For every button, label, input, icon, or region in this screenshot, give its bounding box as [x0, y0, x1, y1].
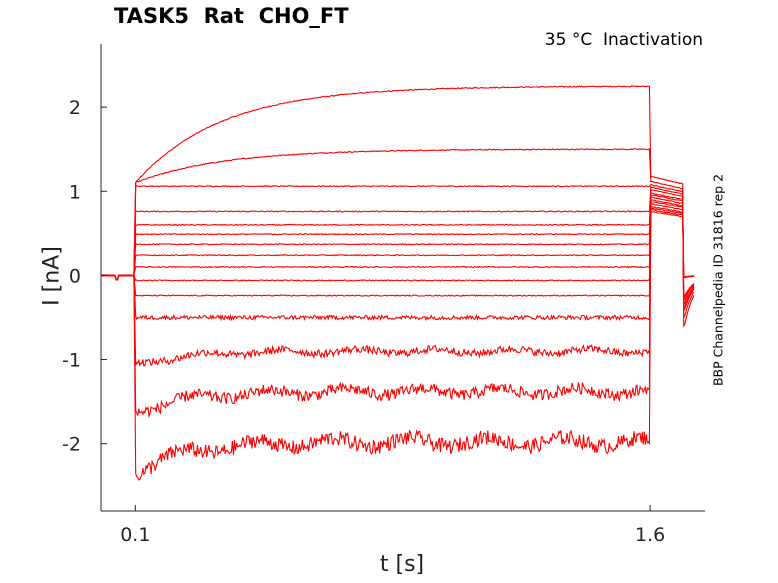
traces-group — [100, 85, 695, 481]
trace-6 — [100, 192, 695, 302]
side-label: BBP Channelpedia ID 31816 rep 2 — [710, 173, 726, 387]
x-tick-label: 1.6 — [635, 524, 665, 546]
trace-12 — [100, 205, 695, 322]
trace-13 — [100, 207, 695, 367]
trace-14 — [101, 208, 695, 419]
trace-8 — [100, 196, 695, 298]
x-tick-label: 0.1 — [120, 524, 150, 546]
axes-group: -2 -1 0 1 2 0.1 1.6 — [62, 44, 705, 546]
y-tick-label: -1 — [62, 350, 81, 372]
trace-1 — [100, 85, 695, 328]
chart-title: TASK5 Rat CHO_FT — [114, 4, 349, 28]
y-axis-label: I [nA] — [39, 246, 65, 306]
y-tick-label: -2 — [62, 434, 81, 456]
trace-4 — [100, 186, 695, 309]
trace-2 — [101, 148, 695, 320]
y-tick-label: 1 — [69, 181, 81, 203]
trace-3 — [100, 184, 695, 313]
trace-7 — [101, 194, 695, 300]
trace-15 — [100, 210, 695, 481]
y-tick-label: 2 — [69, 97, 81, 119]
trace-9 — [100, 199, 695, 281]
x-axis-label: t [s] — [379, 552, 425, 577]
trace-10 — [100, 199, 695, 282]
trace-11 — [100, 202, 695, 297]
y-tick-label: 0 — [69, 265, 81, 287]
chart-subtitle: 35 °C Inactivation — [544, 30, 703, 50]
trace-5 — [100, 188, 695, 305]
